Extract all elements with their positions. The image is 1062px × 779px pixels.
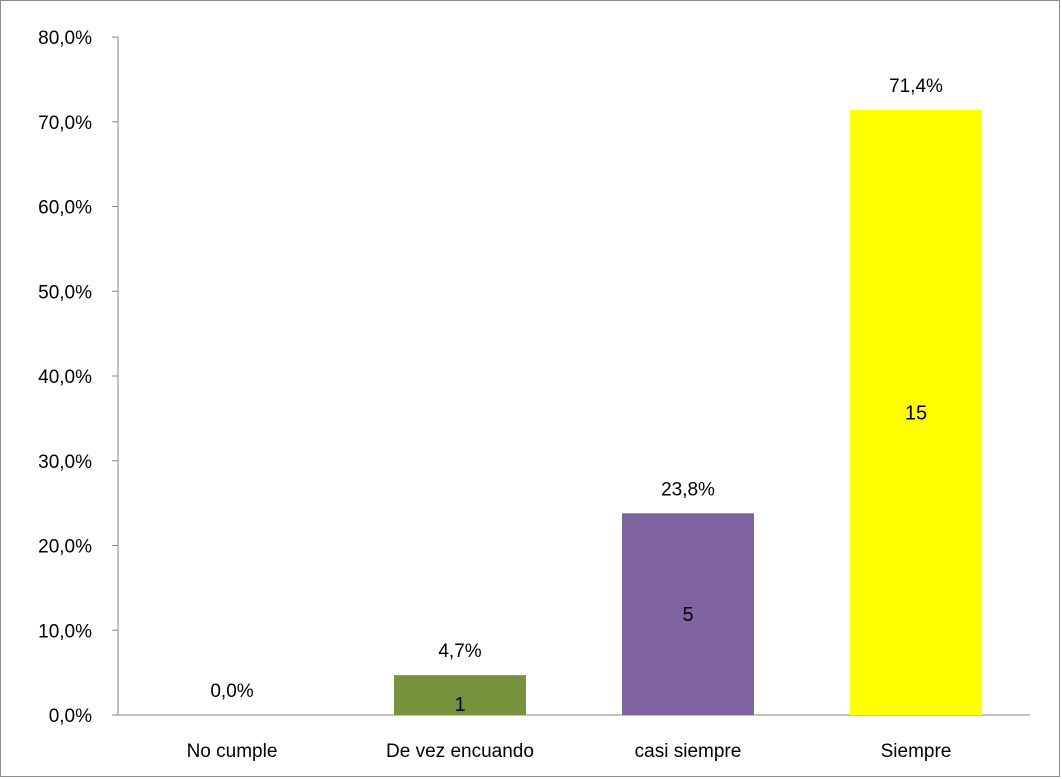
count-label: 1 [454,694,465,716]
x-tick-label: No cumple [187,741,278,762]
y-tick-label: 60,0% [38,198,92,219]
y-tick-label: 80,0% [38,28,92,49]
y-tick-label: 0,0% [49,706,92,727]
x-tick-label: De vez encuando [386,741,534,762]
y-tick-label: 40,0% [38,367,92,388]
y-tick-label: 10,0% [38,621,92,642]
bar [850,109,982,715]
data-label: 0,0% [210,681,253,702]
y-tick-label: 50,0% [38,282,92,303]
bar [394,675,526,715]
count-label: 5 [682,604,693,626]
count-label: 15 [905,402,927,424]
x-tick-label: casi siempre [635,741,742,762]
y-tick-label: 20,0% [38,537,92,558]
data-label: 23,8% [661,479,715,500]
bar [622,513,754,715]
x-tick-label: Siempre [881,741,952,762]
data-label: 4,7% [438,641,481,662]
y-tick-label: 70,0% [38,113,92,134]
data-label: 71,4% [889,76,943,97]
y-tick-label: 30,0% [38,452,92,473]
